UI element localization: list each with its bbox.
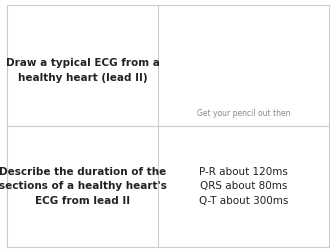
Text: P-R about 120ms
QRS about 80ms
Q-T about 300ms: P-R about 120ms QRS about 80ms Q-T about… — [199, 167, 289, 206]
Text: Draw a typical ECG from a
healthy heart (lead II): Draw a typical ECG from a healthy heart … — [6, 58, 160, 83]
Text: Describe the duration of the
sections of a healthy heart's
ECG from lead II: Describe the duration of the sections of… — [0, 167, 166, 206]
Text: Get your pencil out then: Get your pencil out then — [197, 109, 291, 118]
